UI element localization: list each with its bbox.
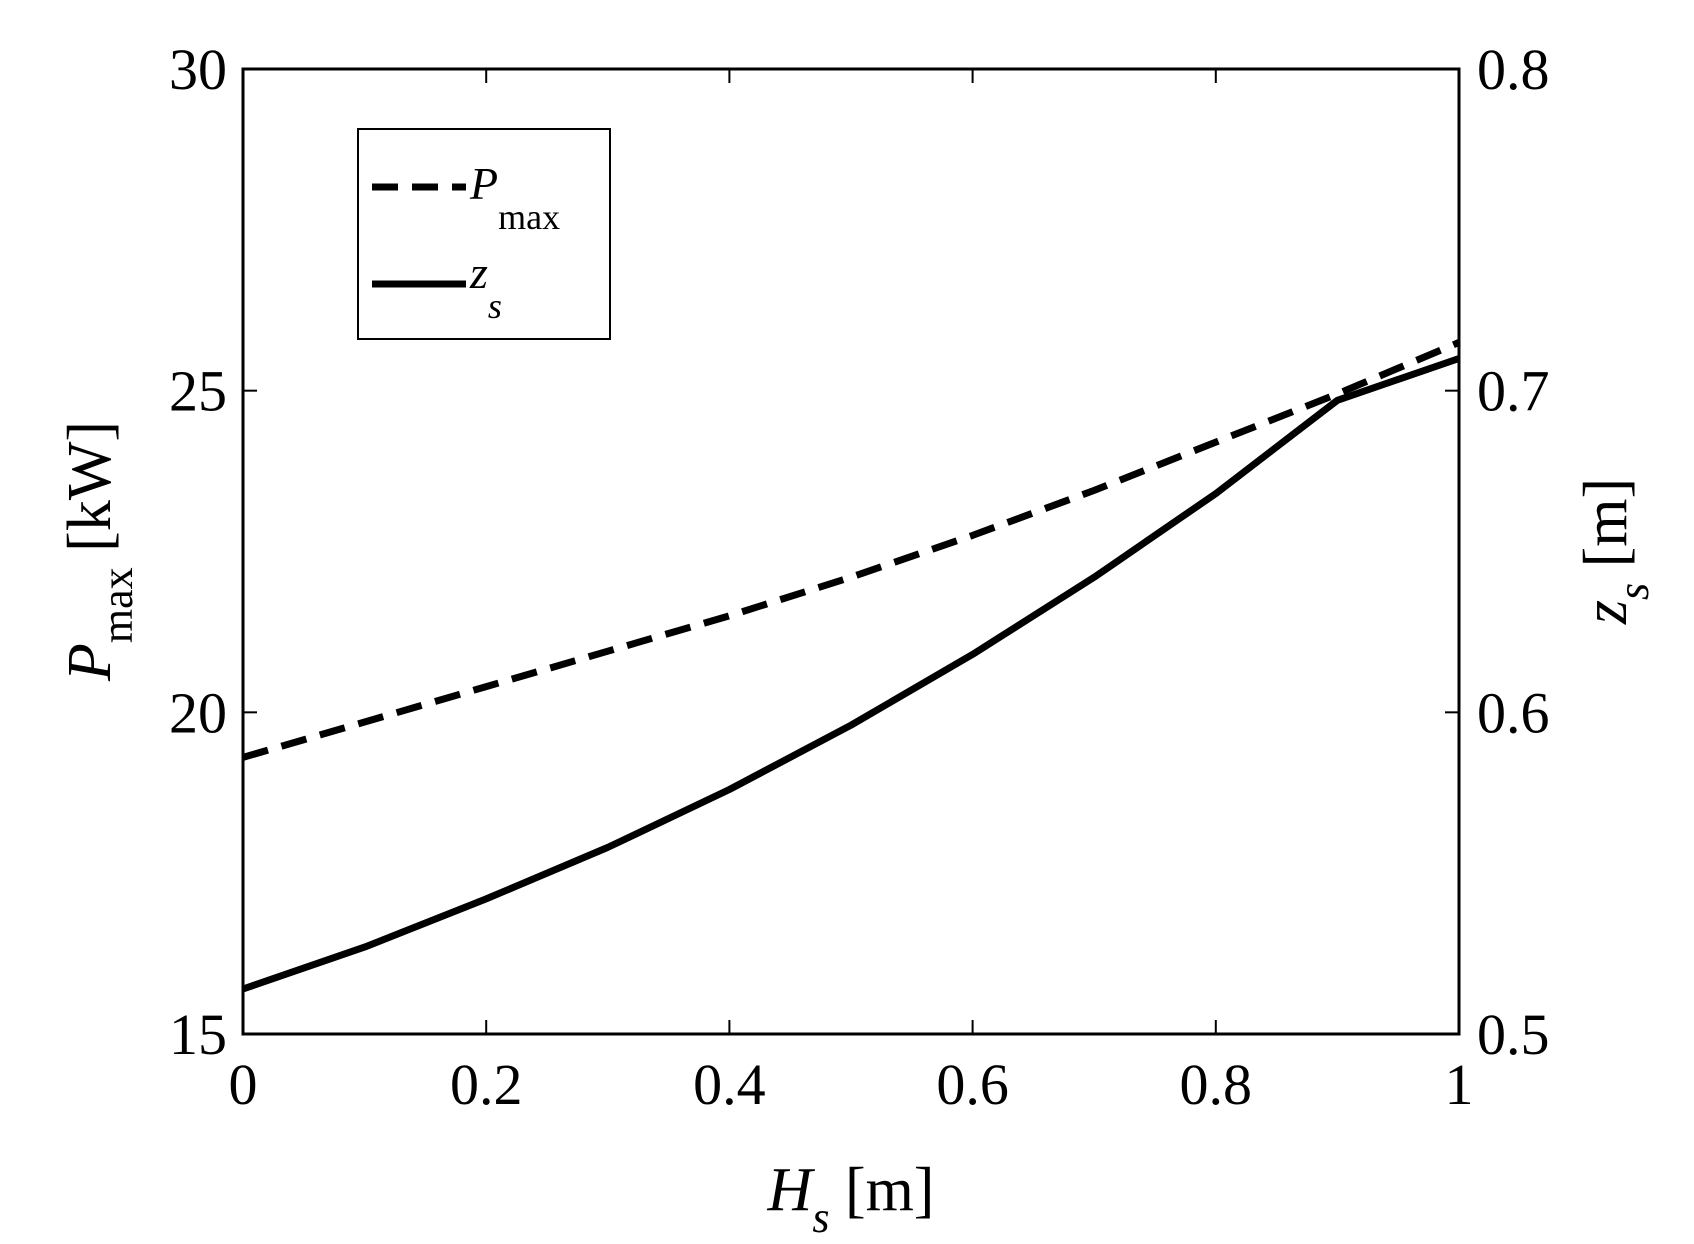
x-tick-label: 0.2 <box>450 1052 523 1117</box>
y-right-tick-label: 0.5 <box>1477 1002 1550 1067</box>
legend-box <box>357 128 611 340</box>
y-right-tick-label: 0.8 <box>1477 37 1550 102</box>
y-axis-right-label: zs [m] <box>1572 478 1658 625</box>
y-right-tick-label: 0.7 <box>1477 359 1550 424</box>
series-line-p-max <box>242 339 1461 761</box>
y-right-tick-label: 0.6 <box>1477 680 1550 745</box>
y-left-tick-label: 25 <box>169 359 227 424</box>
x-tick-label: 0 <box>229 1052 258 1117</box>
series-line-z-s <box>241 355 1461 993</box>
y-left-tick-label: 15 <box>169 1002 227 1067</box>
legend-label-pmax: Pmax <box>469 158 560 237</box>
x-tick-label: 0.6 <box>936 1052 1009 1117</box>
y-left-tick-label: 30 <box>169 37 227 102</box>
y-left-tick-label: 20 <box>169 680 227 745</box>
x-tick-label: 0.8 <box>1180 1052 1253 1117</box>
ticks: 0 0.2 0.4 0.6 0.8 1 15 20 25 30 0.5 0.6 0.7 0.8 <box>169 37 1550 1117</box>
x-tick-label: 0.4 <box>693 1052 766 1117</box>
legend-label-zs: zs <box>469 247 502 326</box>
x-axis-label: Hs [m] <box>767 1156 935 1242</box>
legend: Pmax zs <box>357 128 611 340</box>
series-layer <box>241 339 1461 993</box>
x-tick-label: 1 <box>1445 1052 1474 1117</box>
y-axis-left-label: Pmax [kW] <box>56 421 142 682</box>
